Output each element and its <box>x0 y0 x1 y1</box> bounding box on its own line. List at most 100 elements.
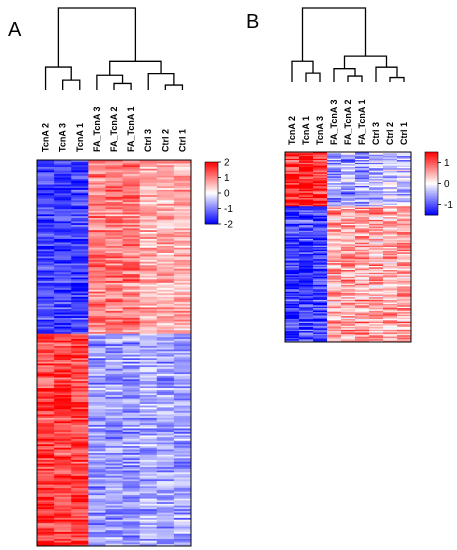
heatmap-cell <box>327 211 342 214</box>
heatmap-cell <box>71 309 89 312</box>
heatmap-cell <box>37 370 55 373</box>
heatmap-cell <box>383 219 398 222</box>
heatmap-cell <box>105 428 123 431</box>
heatmap-cell <box>397 217 412 219</box>
heatmap-cell <box>54 381 72 384</box>
heatmap-cell <box>355 331 370 333</box>
heatmap-cell <box>105 423 123 426</box>
heatmap-cell <box>54 477 72 480</box>
heatmap-cell <box>355 195 370 198</box>
heatmap-cell <box>313 318 328 321</box>
heatmap-cell <box>327 323 342 325</box>
heatmap-cell <box>341 177 356 180</box>
heatmap-cell <box>173 535 192 538</box>
heatmap-cell <box>341 157 356 160</box>
heatmap-cell <box>71 460 89 463</box>
heatmap-cell <box>122 282 141 285</box>
heatmap-cell <box>341 169 356 172</box>
heatmap-cell <box>285 278 300 280</box>
heatmap-cell <box>71 417 89 421</box>
heatmap-cell <box>156 279 175 282</box>
heatmap-cell <box>341 275 356 278</box>
heatmap-cell <box>355 204 370 207</box>
heatmap-cell <box>173 268 192 271</box>
heatmap-cell <box>369 209 384 211</box>
heatmap-cell <box>71 272 89 275</box>
heatmap-cell <box>383 157 398 160</box>
heatmap-cell <box>173 254 192 257</box>
dendrogram-link <box>375 66 398 82</box>
heatmap-cell <box>54 240 72 243</box>
heatmap-cell <box>105 542 123 545</box>
colorbar-segment <box>425 164 438 167</box>
heatmap-cell <box>71 419 89 422</box>
heatmap-cell <box>37 458 55 461</box>
heatmap-cell <box>355 305 370 308</box>
heatmap-cell <box>37 188 55 191</box>
heatmap-cell <box>397 160 412 162</box>
heatmap-cell <box>37 303 55 307</box>
heatmap-cell <box>285 188 300 191</box>
heatmap-cell <box>173 463 192 466</box>
heatmap-cell <box>37 356 55 359</box>
heatmap-cell <box>397 238 412 241</box>
heatmap-cell <box>369 331 384 333</box>
heatmap-cell <box>71 202 89 205</box>
heatmap-cell <box>88 361 106 364</box>
heatmap-cell <box>355 173 370 176</box>
heatmap-cell <box>285 327 300 329</box>
heatmap-cell <box>397 336 412 339</box>
heatmap-cell <box>383 188 398 191</box>
heatmap-cell <box>383 317 398 320</box>
heatmap-cell <box>139 512 158 515</box>
heatmap-cell <box>285 245 300 248</box>
heatmap-cell <box>299 183 314 185</box>
heatmap-cell <box>299 222 314 225</box>
heatmap-cell <box>397 209 412 211</box>
heatmap-cell <box>383 318 398 321</box>
heatmap-cell <box>54 235 72 238</box>
heatmap-cell <box>37 523 55 526</box>
heatmap-cell <box>37 479 55 482</box>
heatmap-cell <box>139 312 158 315</box>
heatmap-cell <box>383 289 398 291</box>
heatmap-cell <box>355 339 370 342</box>
heatmap-cell <box>173 272 192 275</box>
heatmap-cell <box>71 345 89 349</box>
heatmap-cell <box>397 177 412 180</box>
heatmap-cells <box>37 160 192 547</box>
heatmap-cell <box>71 414 89 417</box>
heatmap-cell <box>88 507 106 510</box>
heatmap-cell <box>122 251 141 254</box>
heatmap-cell <box>37 224 55 228</box>
heatmap-cell <box>88 388 106 391</box>
heatmap-cell <box>139 417 158 421</box>
heatmap-cell <box>139 170 158 173</box>
heatmap-cell <box>71 435 89 438</box>
heatmap-cell <box>355 248 370 251</box>
heatmap-cell <box>156 372 175 375</box>
heatmap-cell <box>88 417 106 421</box>
heatmap-cell <box>105 200 123 203</box>
heatmap-cell <box>71 484 89 487</box>
heatmap-cell <box>156 474 175 477</box>
heatmap-cell <box>156 310 175 314</box>
heatmap-cell <box>355 304 370 306</box>
heatmap-cell <box>313 225 328 228</box>
heatmap-cell <box>341 264 356 267</box>
heatmap-cell <box>299 228 314 230</box>
heatmap-cell <box>88 544 106 547</box>
heatmap-cell <box>341 271 356 274</box>
heatmap-cell <box>71 200 89 203</box>
heatmap-cell <box>122 474 141 477</box>
heatmap-cell <box>397 333 412 336</box>
heatmap-cell <box>299 298 314 301</box>
heatmap-cell <box>122 314 141 317</box>
heatmap-cell <box>139 544 158 547</box>
colorbar-segment <box>205 171 218 174</box>
heatmap-cell <box>71 281 89 284</box>
heatmap-cell <box>54 421 72 424</box>
heatmap-cell <box>139 210 158 214</box>
heatmap-cell <box>37 500 55 503</box>
heatmap-cell <box>71 391 89 394</box>
